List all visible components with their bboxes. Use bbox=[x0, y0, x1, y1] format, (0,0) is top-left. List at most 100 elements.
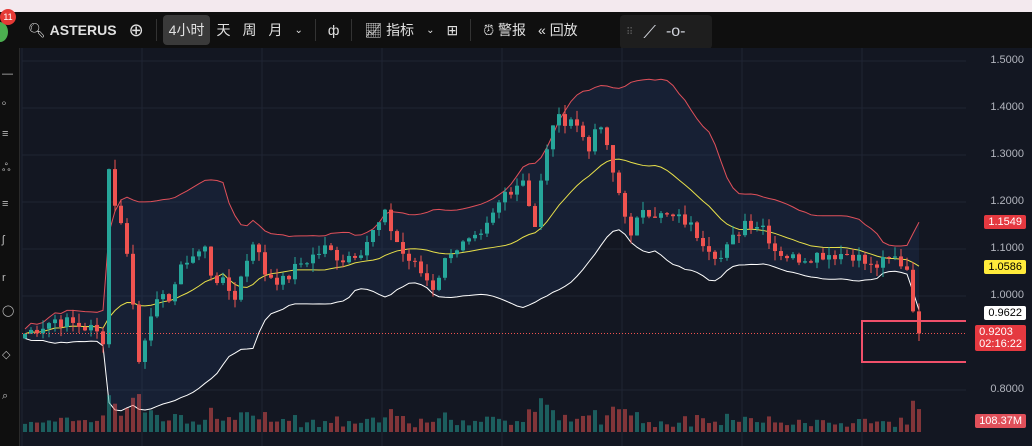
volume-bar bbox=[77, 420, 81, 432]
candle bbox=[827, 255, 831, 260]
candle bbox=[551, 125, 555, 150]
volume-bar bbox=[293, 415, 297, 432]
volume-bar bbox=[209, 407, 213, 432]
volume-bar bbox=[101, 415, 105, 432]
price-axis[interactable]: 1.5000 1.4000 1.3000 1.2000 1.1000 1.0000 0.80… bbox=[966, 48, 1032, 446]
candle bbox=[857, 254, 861, 261]
fib-icon[interactable]: ≡ bbox=[2, 128, 9, 140]
trendline-icon[interactable]: ৹ bbox=[2, 97, 7, 109]
volume-bar bbox=[521, 421, 525, 432]
candle bbox=[767, 225, 771, 244]
volume-bar bbox=[845, 426, 849, 432]
highlight-box bbox=[861, 320, 1032, 363]
volume-bar bbox=[215, 418, 219, 432]
candle bbox=[413, 260, 417, 262]
volume-bar bbox=[485, 416, 489, 432]
drag-handle-icon[interactable]: ⠿ bbox=[626, 26, 634, 38]
candle bbox=[107, 169, 111, 345]
candle bbox=[587, 137, 591, 152]
symbol-search[interactable]: 🔍︎ ASTERUS bbox=[22, 15, 123, 45]
candle bbox=[689, 222, 693, 225]
shapes-icon[interactable]: ◯ bbox=[2, 305, 15, 317]
horizontal-ray-icon[interactable]: -o- bbox=[665, 23, 686, 40]
candle bbox=[515, 185, 519, 195]
candle bbox=[785, 255, 789, 259]
candle bbox=[305, 263, 309, 265]
alert-button[interactable]: ⏰︎ 警报 bbox=[477, 15, 532, 45]
volume-bar bbox=[635, 412, 639, 432]
price-tick: 1.4000 bbox=[990, 101, 1024, 113]
candle bbox=[539, 180, 543, 228]
interval-month[interactable]: 月 bbox=[268, 22, 283, 38]
candle bbox=[155, 299, 159, 317]
candle bbox=[269, 274, 273, 278]
volume-bar bbox=[551, 410, 555, 432]
candle bbox=[425, 273, 429, 281]
volume-bar bbox=[173, 414, 177, 432]
eraser-icon[interactable]: ◇ bbox=[2, 349, 11, 361]
candle bbox=[119, 205, 123, 224]
crosshair-icon[interactable]: — bbox=[2, 68, 13, 80]
candle bbox=[299, 263, 303, 265]
candle bbox=[335, 249, 339, 261]
pattern-icon[interactable]: ஃ bbox=[2, 162, 11, 174]
top-toolbar: 🔍︎ ASTERUS ⊕ 4小时 天 周 月 ⌄ ф 📈︎ 指标 ⌄ ⊞ ⏰︎ … bbox=[0, 12, 1032, 48]
price-tick: 1.5000 bbox=[990, 54, 1024, 66]
volume-bar bbox=[503, 420, 507, 432]
volume-bar bbox=[881, 421, 885, 432]
add-symbol-button[interactable]: ⊕ bbox=[123, 15, 150, 45]
volume-bar bbox=[35, 422, 39, 432]
measure-icon[interactable]: ≡ bbox=[2, 198, 9, 210]
candle bbox=[641, 210, 645, 218]
price-tick: 1.0000 bbox=[990, 289, 1024, 301]
volume-bar bbox=[239, 412, 243, 432]
trend-line-icon[interactable]: ⟋ bbox=[643, 21, 656, 42]
volume-bar bbox=[905, 424, 909, 432]
candle bbox=[35, 329, 39, 334]
volume-bar bbox=[599, 424, 603, 432]
interval-week[interactable]: 周 bbox=[242, 22, 257, 38]
interval-day[interactable]: 天 bbox=[216, 22, 231, 38]
candle bbox=[113, 169, 117, 206]
volume-bar bbox=[767, 416, 771, 432]
indicators-dropdown[interactable]: ⌄ bbox=[420, 15, 440, 45]
candle bbox=[833, 255, 837, 260]
volume-bar bbox=[233, 419, 237, 432]
candle bbox=[773, 243, 777, 252]
volume-bar bbox=[167, 420, 171, 432]
volume-bar bbox=[125, 408, 129, 432]
candle bbox=[683, 214, 687, 225]
candle bbox=[713, 251, 717, 259]
candle bbox=[179, 264, 183, 285]
candle bbox=[863, 254, 867, 264]
interval-dropdown[interactable]: ⌄ bbox=[288, 15, 308, 45]
candle bbox=[275, 277, 279, 285]
volume-bar bbox=[791, 424, 795, 432]
volume-bar bbox=[269, 421, 273, 432]
replay-button[interactable]: « 回放 bbox=[532, 15, 584, 45]
brush-icon[interactable]: ʃ bbox=[2, 234, 5, 246]
candle bbox=[899, 256, 903, 267]
volume-bar bbox=[803, 423, 807, 432]
volume-bar bbox=[701, 418, 705, 432]
volume-bar bbox=[623, 409, 627, 432]
indicators-button[interactable]: 📈︎ 指标 bbox=[358, 15, 420, 45]
indicators-label: 指标 bbox=[386, 22, 415, 38]
interval-4h[interactable]: 4小时 bbox=[162, 15, 211, 45]
volume-bar bbox=[137, 394, 141, 432]
zoom-icon[interactable]: ⌕ bbox=[2, 390, 9, 402]
candle bbox=[839, 254, 843, 260]
volume-bar bbox=[317, 427, 321, 432]
volume-bar bbox=[71, 421, 75, 432]
chart-type-button[interactable]: ф bbox=[322, 15, 346, 45]
volume-bar bbox=[53, 421, 57, 432]
candle bbox=[845, 254, 849, 256]
price-tick: 1.2000 bbox=[990, 195, 1024, 207]
volume-bar bbox=[497, 418, 501, 432]
candle bbox=[287, 275, 291, 280]
text-icon[interactable]: r bbox=[2, 272, 6, 284]
candle bbox=[23, 333, 27, 339]
volume-bar bbox=[149, 410, 153, 432]
layouts-button[interactable]: ⊞ bbox=[440, 15, 464, 45]
